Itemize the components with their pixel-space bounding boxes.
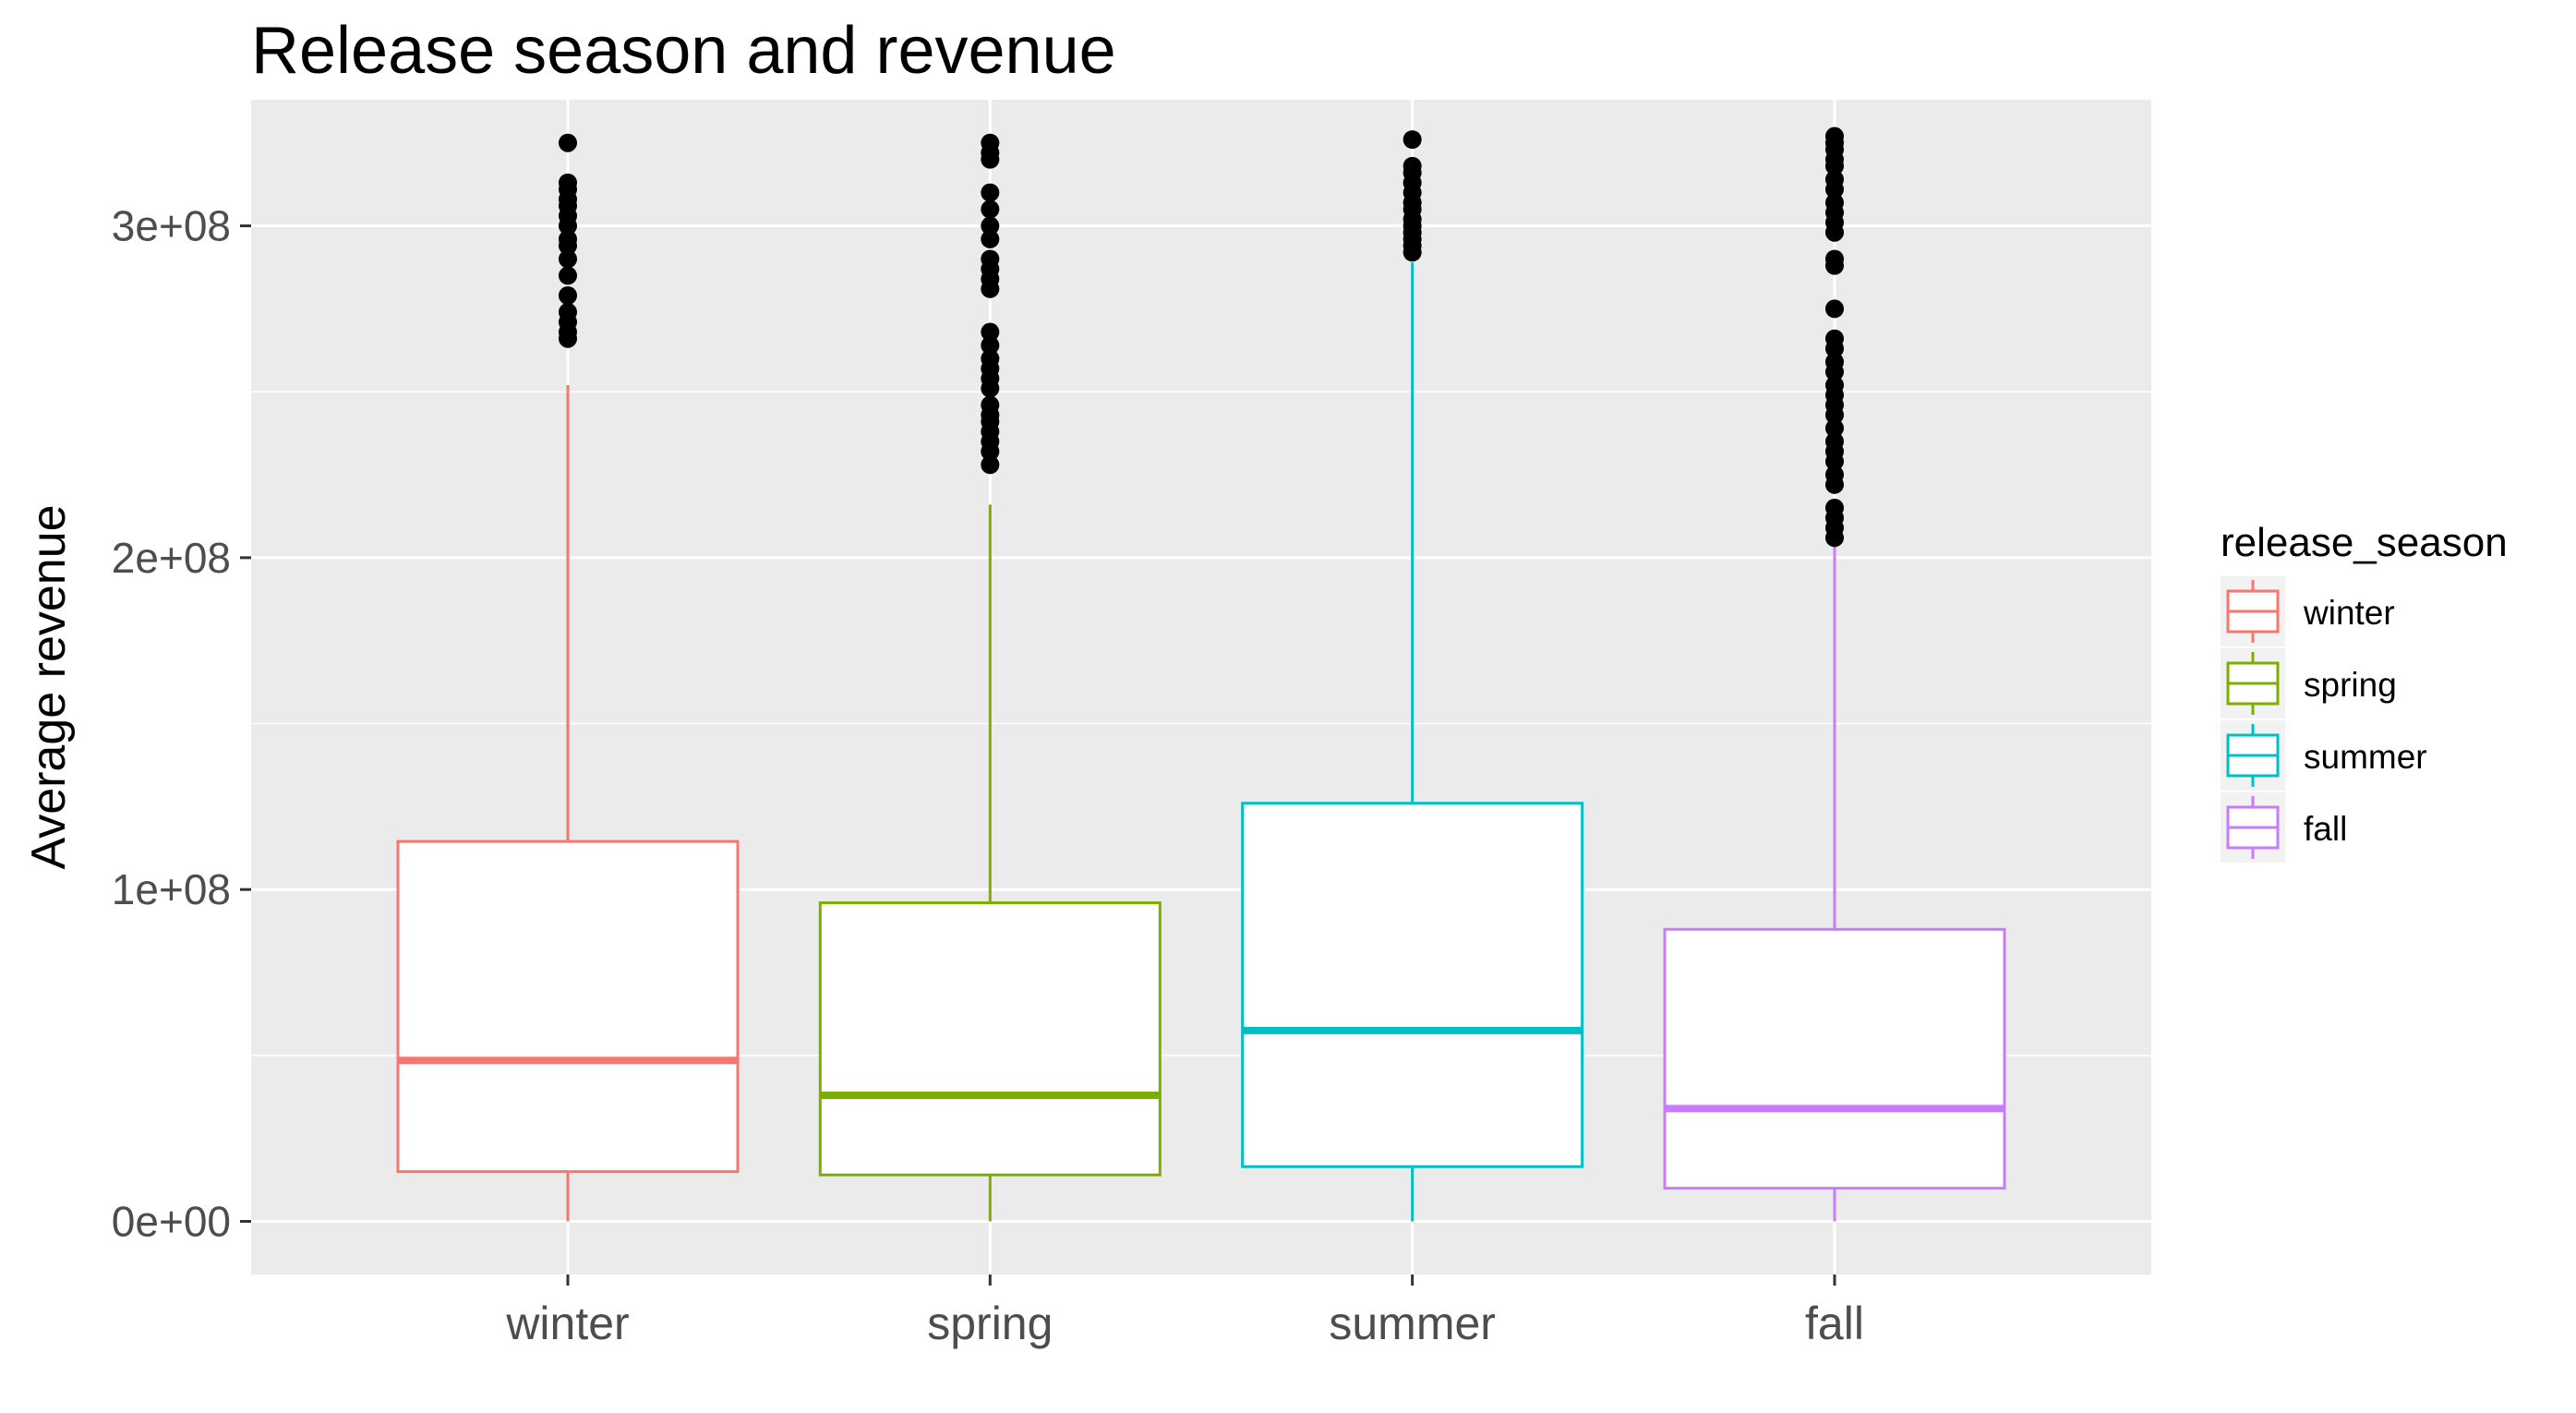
legend-label-summer: summer [2304, 738, 2427, 776]
outlier-point [1825, 249, 1844, 269]
outlier-point [559, 302, 577, 321]
outlier-point [559, 249, 577, 269]
outlier-point [1402, 130, 1422, 150]
legend: release_season winter spring summer fall [2221, 520, 2508, 863]
chart-title: Release season and revenue [251, 14, 1116, 88]
outlier-point [559, 266, 577, 285]
outlier-point [1825, 299, 1844, 319]
y-axis-title: Average revenue [22, 504, 76, 869]
y-tick-label: 0e+00 [112, 1198, 231, 1246]
y-tick-label: 3e+08 [112, 202, 231, 250]
outlier-point [1825, 432, 1844, 452]
x-tick-label: winter [505, 1298, 629, 1349]
outlier-point [1825, 329, 1844, 348]
outlier-point [1825, 170, 1844, 189]
legend-label-winter: winter [2303, 594, 2395, 632]
outlier-point [1825, 352, 1844, 371]
outlier-point [981, 133, 1000, 152]
box-summer [1241, 802, 1584, 1168]
outlier-point [1825, 193, 1844, 212]
x-tick-label: spring [927, 1298, 1053, 1349]
y-tick-label: 2e+08 [112, 534, 231, 582]
outlier-point [981, 229, 1000, 248]
outlier-point [559, 229, 577, 248]
outlier-point [559, 286, 577, 305]
outlier-point [559, 133, 577, 152]
box-fall [1663, 927, 2006, 1190]
outlier-point [981, 199, 1000, 219]
outlier-point [981, 216, 1000, 236]
legend-title: release_season [2221, 520, 2508, 565]
boxes [396, 127, 2006, 1222]
x-tick-label: fall [1805, 1298, 1864, 1349]
outlier-point [981, 322, 1000, 342]
outlier-point [981, 249, 1000, 269]
outlier-point [981, 455, 1000, 475]
outlier-point [1825, 498, 1844, 517]
y-tick-label: 1e+08 [112, 865, 231, 913]
box-spring [818, 901, 1162, 1177]
outlier-point [1825, 465, 1844, 485]
outlier-point [1825, 418, 1844, 438]
legend-label-fall: fall [2304, 810, 2347, 848]
legend-label-spring: spring [2304, 666, 2397, 704]
axes: 0e+00 1e+08 2e+08 3e+08 winter spring summer fa… [112, 202, 1864, 1349]
outlier-point [1825, 376, 1844, 395]
outlier-point [1825, 127, 1844, 146]
x-tick-label: summer [1329, 1298, 1496, 1349]
outlier-point [559, 173, 577, 192]
outlier-point [981, 335, 1000, 355]
outlier-point [981, 183, 1000, 202]
box-winter [396, 839, 740, 1174]
outlier-point [981, 395, 1000, 415]
outlier-point [1402, 156, 1422, 175]
outlier-point [981, 349, 1000, 368]
